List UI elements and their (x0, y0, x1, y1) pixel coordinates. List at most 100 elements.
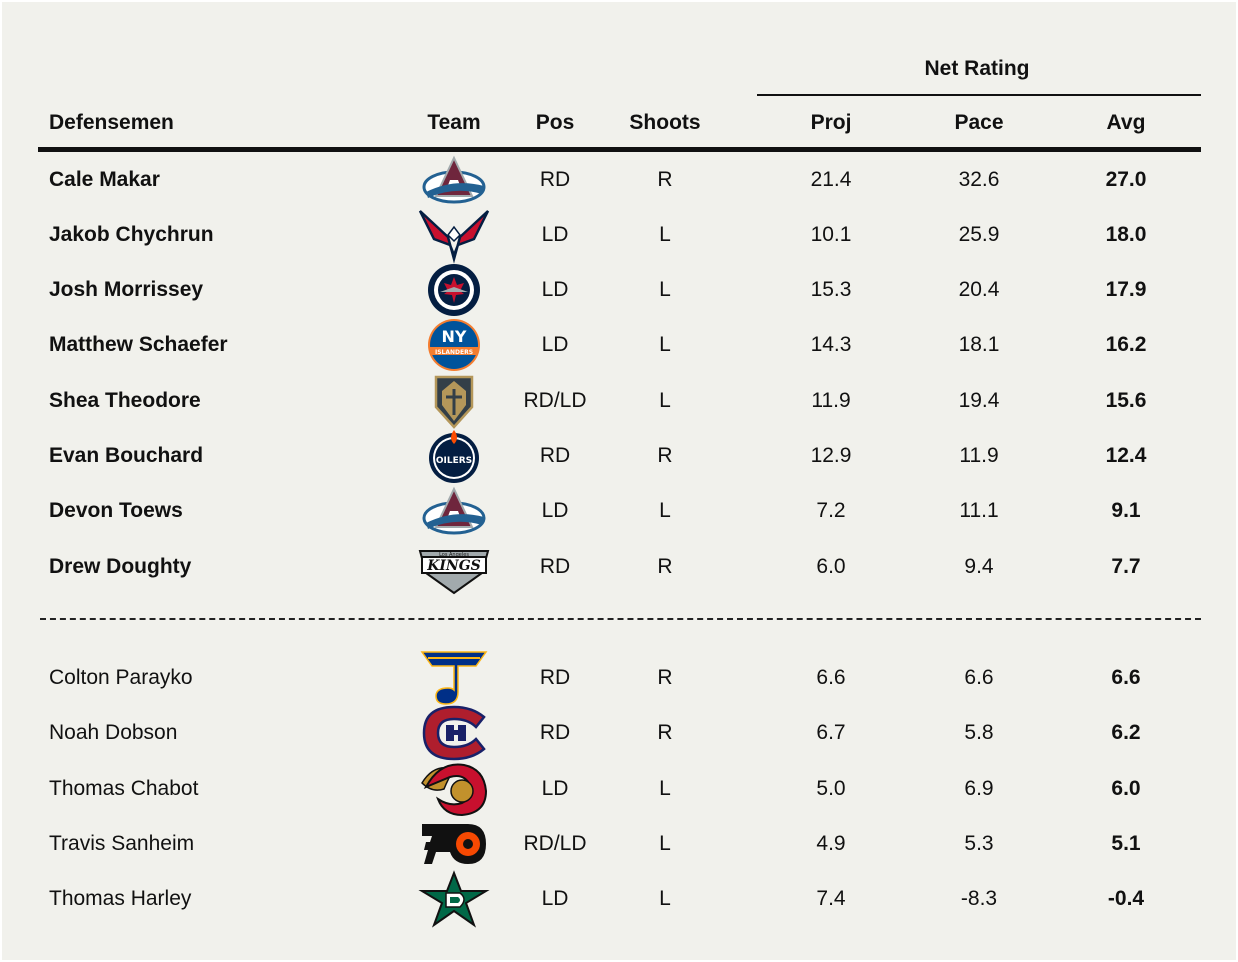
header-team: Team (427, 111, 481, 134)
net-rating-group-header: Net Rating (757, 56, 1201, 96)
avg-cell: 17.9 (1105, 278, 1147, 301)
player-name: Cale Makar (49, 168, 160, 191)
pace-cell: 20.4 (958, 278, 1000, 301)
section-divider (40, 618, 1201, 620)
proj-cell: 6.6 (816, 666, 846, 689)
header-pos: Pos (535, 111, 575, 134)
pace-cell: 6.9 (964, 777, 994, 800)
vegas-golden-knights-logo (414, 371, 494, 431)
pos-cell: LD (541, 333, 569, 356)
player-name: Thomas Chabot (49, 777, 199, 800)
new-york-islanders-logo: NY ISLANDERS (414, 315, 494, 375)
pace-cell: 5.3 (964, 832, 994, 855)
avg-cell: 18.0 (1105, 223, 1147, 246)
table-row: Colton Parayko RD R 6.6 6.6 6.6 (0, 651, 1238, 705)
avg-cell: 9.1 (1111, 499, 1141, 522)
pace-cell: 25.9 (958, 223, 1000, 246)
player-name: Thomas Harley (49, 887, 192, 910)
pos-cell: LD (541, 278, 569, 301)
pos-cell: LD (541, 777, 569, 800)
proj-cell: 6.0 (816, 555, 846, 578)
pos-cell: RD (539, 168, 571, 191)
dallas-stars-logo (414, 869, 494, 929)
header-proj: Proj (810, 111, 852, 134)
shoots-cell: R (657, 444, 673, 467)
winnipeg-jets-logo (414, 260, 494, 320)
los-angeles-kings-logo: Los Angeles KINGS (414, 537, 494, 597)
shoots-cell: R (657, 666, 673, 689)
player-name: Devon Toews (49, 499, 183, 522)
avg-cell: 6.2 (1111, 721, 1141, 744)
avg-cell: 12.4 (1105, 444, 1147, 467)
proj-cell: 14.3 (810, 333, 852, 356)
washington-capitals-logo (414, 205, 494, 265)
shoots-cell: L (659, 333, 671, 356)
player-name: Noah Dobson (49, 721, 178, 744)
table-row: Josh Morrissey LD L 15.3 20.4 17.9 (0, 264, 1238, 316)
table-row: Thomas Chabot LD L 5.0 6.9 6.0 (0, 763, 1238, 817)
player-name: Colton Parayko (49, 666, 193, 689)
proj-cell: 7.4 (816, 887, 846, 910)
table-row: Drew Doughty Los Angeles KINGS RD R 6.0 9… (0, 547, 1238, 595)
avg-cell: 6.0 (1111, 777, 1141, 800)
shoots-cell: L (659, 499, 671, 522)
header-avg: Avg (1106, 111, 1146, 134)
pace-cell: 11.9 (959, 444, 999, 467)
table-row: Devon Toews LD L 7.2 11.1 9.1 (0, 486, 1238, 535)
pos-cell: RD (539, 444, 571, 467)
pos-cell: LD (541, 499, 569, 522)
pace-cell: 32.6 (958, 168, 1000, 191)
svg-text:KINGS: KINGS (426, 558, 481, 574)
pos-cell: LD (541, 223, 569, 246)
svg-text:OILERS: OILERS (436, 456, 472, 466)
avg-cell: 7.7 (1111, 555, 1141, 578)
shoots-cell: R (657, 721, 673, 744)
table-row: Thomas Harley LD L 7.4 -8.3 -0.4 (0, 870, 1238, 928)
edmonton-oilers-logo: OILERS (414, 426, 494, 486)
avg-cell: 16.2 (1105, 333, 1147, 356)
shoots-cell: R (657, 555, 673, 578)
header-defensemen: Defensemen (49, 111, 174, 134)
colorado-avalanche-logo (414, 481, 494, 541)
avg-cell: 5.1 (1111, 832, 1141, 855)
proj-cell: 11.9 (811, 389, 851, 412)
player-name: Travis Sanheim (49, 832, 195, 855)
pace-cell: -8.3 (960, 887, 998, 910)
pos-cell: RD/LD (523, 389, 587, 412)
pace-cell: 18.1 (958, 333, 1000, 356)
pos-cell: RD (539, 721, 571, 744)
proj-cell: 15.3 (810, 278, 852, 301)
shoots-cell: L (659, 887, 671, 910)
table-row: Shea Theodore RD/LD L 11.9 19.4 15.6 (0, 375, 1238, 429)
player-name: Josh Morrissey (49, 278, 204, 301)
shoots-cell: L (659, 223, 671, 246)
proj-cell: 10.1 (810, 223, 852, 246)
player-name: Matthew Schaefer (49, 333, 228, 356)
shoots-cell: R (657, 168, 673, 191)
ottawa-senators-logo (414, 759, 494, 819)
table-row: Travis Sanheim RD/LD L 4.9 5.3 5.1 (0, 824, 1238, 864)
pace-cell: 9.4 (964, 555, 994, 578)
player-name: Evan Bouchard (49, 444, 204, 467)
montreal-canadiens-logo (414, 703, 494, 763)
philadelphia-flyers-logo (414, 814, 494, 874)
proj-cell: 12.9 (810, 444, 852, 467)
pace-cell: 19.4 (958, 389, 1000, 412)
proj-cell: 5.0 (816, 777, 846, 800)
pace-cell: 11.1 (959, 499, 999, 522)
shoots-cell: L (659, 777, 671, 800)
svg-text:ISLANDERS: ISLANDERS (435, 349, 473, 356)
shoots-cell: L (659, 278, 671, 301)
pos-cell: RD (539, 666, 571, 689)
svg-text:Los Angeles: Los Angeles (439, 552, 469, 558)
header-shoots: Shoots (629, 111, 701, 134)
header-divider (38, 147, 1201, 152)
table-row: Cale Makar RD R 21.4 32.6 27.0 (0, 155, 1238, 204)
proj-cell: 21.4 (810, 168, 852, 191)
table-row: Jakob Chychrun LD L 10.1 25.9 18.0 (0, 210, 1238, 264)
proj-cell: 4.9 (816, 832, 846, 855)
avg-cell: 27.0 (1105, 168, 1147, 191)
player-name: Shea Theodore (49, 389, 201, 412)
table-row: Evan Bouchard OILERS RD R 12.9 11.9 12.4 (0, 430, 1238, 483)
